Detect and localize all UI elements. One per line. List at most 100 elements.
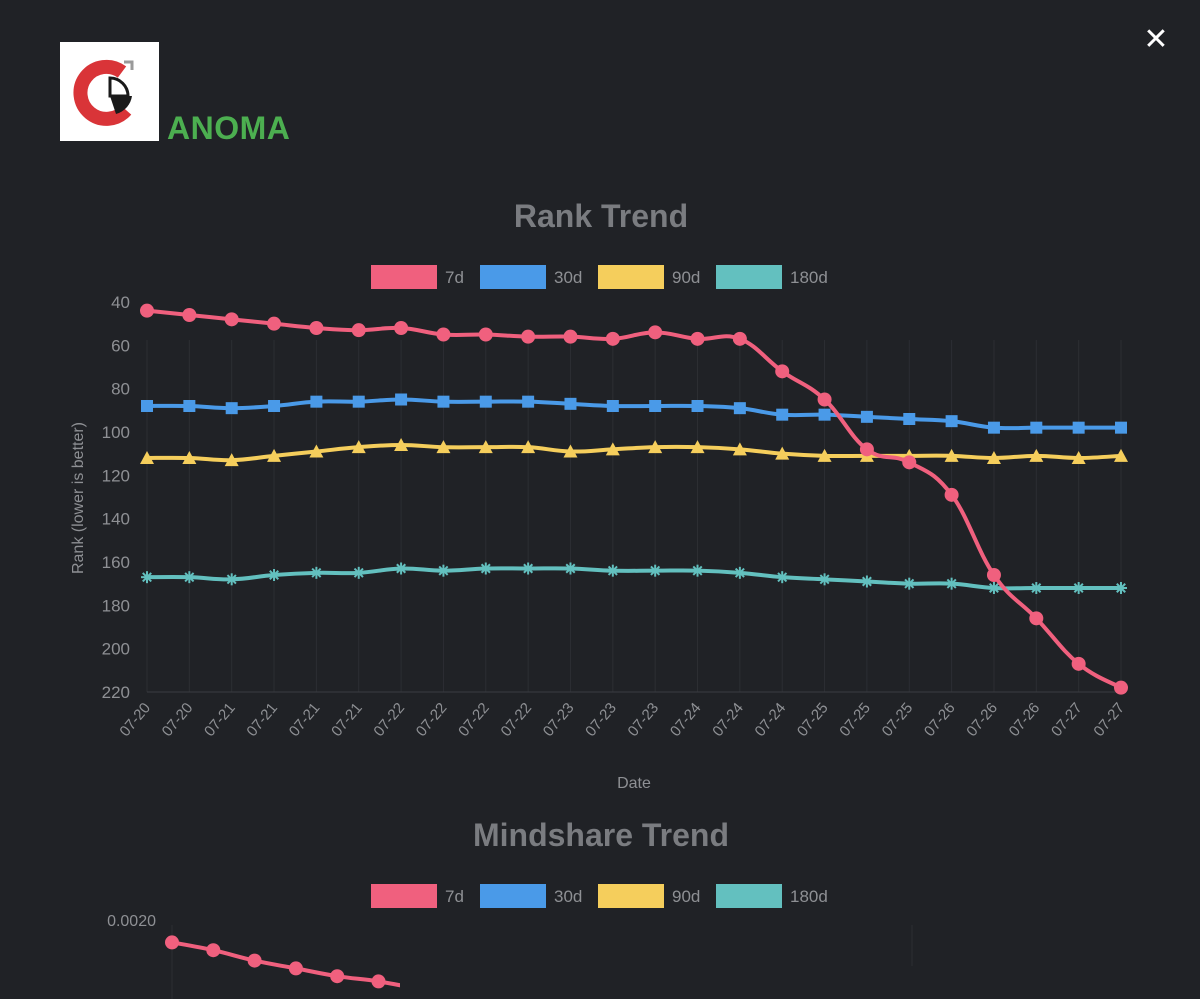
rank-point-180d [691,564,704,577]
rank-series-30d [141,393,1127,434]
mindshare-trend-title: Mindshare Trend [473,817,729,853]
mindshare-legend-swatch-30d [480,884,546,908]
rank-point-30d [141,400,153,412]
rank-point-30d [395,393,408,406]
rank-point-180d [903,577,916,590]
mindshare-legend-label-180d: 180d [790,887,828,906]
rank-point-30d [1030,421,1043,434]
rank-point-90d [1114,448,1128,462]
rank-point-90d [817,448,832,462]
mindshare-trend-legend: 7d 30d 90d 180d [371,884,828,908]
rank-point-90d [690,440,705,454]
rank-xtick-label: 07-21 [201,700,239,740]
rank-xtick-label: 07-21 [328,700,366,740]
mindshare-point-7d [288,961,303,976]
mindshare-trend-ytick-top: 0.0020 [107,913,156,930]
rank-legend-swatch-30d [480,265,546,289]
mindshare-point-7d [165,935,179,950]
rank-ytick-label: 40 [111,293,130,312]
mindshare-trend-chart: Mindshare Trend 7d 30d 90d 180d 0.0020 [107,817,1200,999]
rank-point-30d [691,400,704,412]
mindshare-legend-swatch-180d [716,884,782,908]
mindshare-point-7d [371,974,386,989]
rank-line-180d [146,566,1121,591]
rank-xtick-label: 07-20 [159,700,197,740]
rank-ytick-label: 120 [102,466,130,485]
rank-point-30d [649,400,662,412]
rank-point-90d [732,442,747,456]
rank-point-30d [183,400,196,412]
mindshare-point-7d [206,943,221,958]
rank-point-180d [733,566,746,579]
rank-point-180d [776,571,789,584]
rank-point-30d [1115,421,1127,434]
rank-point-90d [267,448,282,462]
rank-point-180d [818,573,831,586]
mindshare-trend-series [165,925,1200,999]
rank-series-7d [140,303,1128,695]
rank-ytick-label: 140 [102,510,130,529]
rank-point-7d [986,568,1001,582]
rank-point-30d [733,402,746,415]
rank-point-180d [649,564,662,577]
rank-point-7d [182,308,197,322]
rank-point-180d [564,562,577,575]
mindshare-series-7d [165,935,427,997]
rank-point-7d [817,392,832,407]
mindshare-point-7d [247,953,262,968]
rank-point-180d [1072,582,1085,594]
rank-xtick-label: 07-23 [540,700,578,740]
rank-point-30d [479,395,492,408]
rank-xtick-label: 07-27 [1090,700,1128,740]
mindshare-point-7d [330,969,345,984]
rank-point-7d [436,327,451,342]
rank-ytick-label: 200 [102,640,130,659]
rank-point-30d [268,400,281,412]
rank-xtick-label: 07-21 [286,700,324,740]
rank-point-30d [776,408,789,421]
rank-point-180d [352,566,365,579]
rank-point-30d [945,415,958,428]
rank-point-90d [309,444,324,458]
rank-xtick-label: 07-22 [455,700,493,740]
rank-point-30d [860,410,873,423]
rank-point-7d [478,327,493,342]
rank-point-180d [141,571,153,584]
rank-point-180d [987,582,1000,594]
rank-point-180d [606,564,619,577]
rank-point-7d [1029,611,1044,626]
rank-point-90d [224,453,239,467]
rank-point-7d [1071,656,1086,671]
rank-xtick-label: 07-22 [498,700,536,740]
rank-point-30d [522,395,535,408]
rank-ytick-label: 180 [102,596,130,615]
rank-point-7d [902,455,917,470]
rank-ytick-label: 80 [111,380,130,399]
rank-point-7d [690,331,705,346]
rank-point-30d [1072,421,1085,434]
rank-point-30d [310,395,323,408]
rank-point-180d [310,566,323,579]
mindshare-legend-label-7d: 7d [445,887,464,906]
rank-point-7d [944,487,959,502]
rank-point-180d [860,575,873,588]
rank-xtick-label: 07-26 [921,700,959,740]
rank-point-7d [351,323,366,338]
rank-ytick-label: 220 [102,683,130,702]
rank-xtick-label: 07-24 [752,700,790,740]
rank-point-90d [478,440,493,454]
rank-trend-chart: Rank Trend 7d 30d 90d 180d 40 60 80 100 120 140 1… [70,198,1128,792]
rank-point-7d [224,312,239,327]
rank-line-7d [146,308,1122,690]
rank-point-7d [775,364,790,379]
rank-point-90d [351,440,366,454]
rank-point-7d [309,321,324,335]
rank-point-90d [394,438,409,451]
rank-ytick-label: 60 [111,336,130,355]
rank-xtick-label: 07-26 [1006,700,1044,740]
anoma-logo-icon [73,59,134,126]
rank-xtick-label: 07-20 [116,700,154,740]
close-icon[interactable]: ✕ [1143,22,1169,57]
rank-trend-x-axis: 07-20 07-20 07-21 07-21 07-21 07-21 07-22 07-22… [116,700,1128,740]
rank-point-90d [563,444,578,458]
